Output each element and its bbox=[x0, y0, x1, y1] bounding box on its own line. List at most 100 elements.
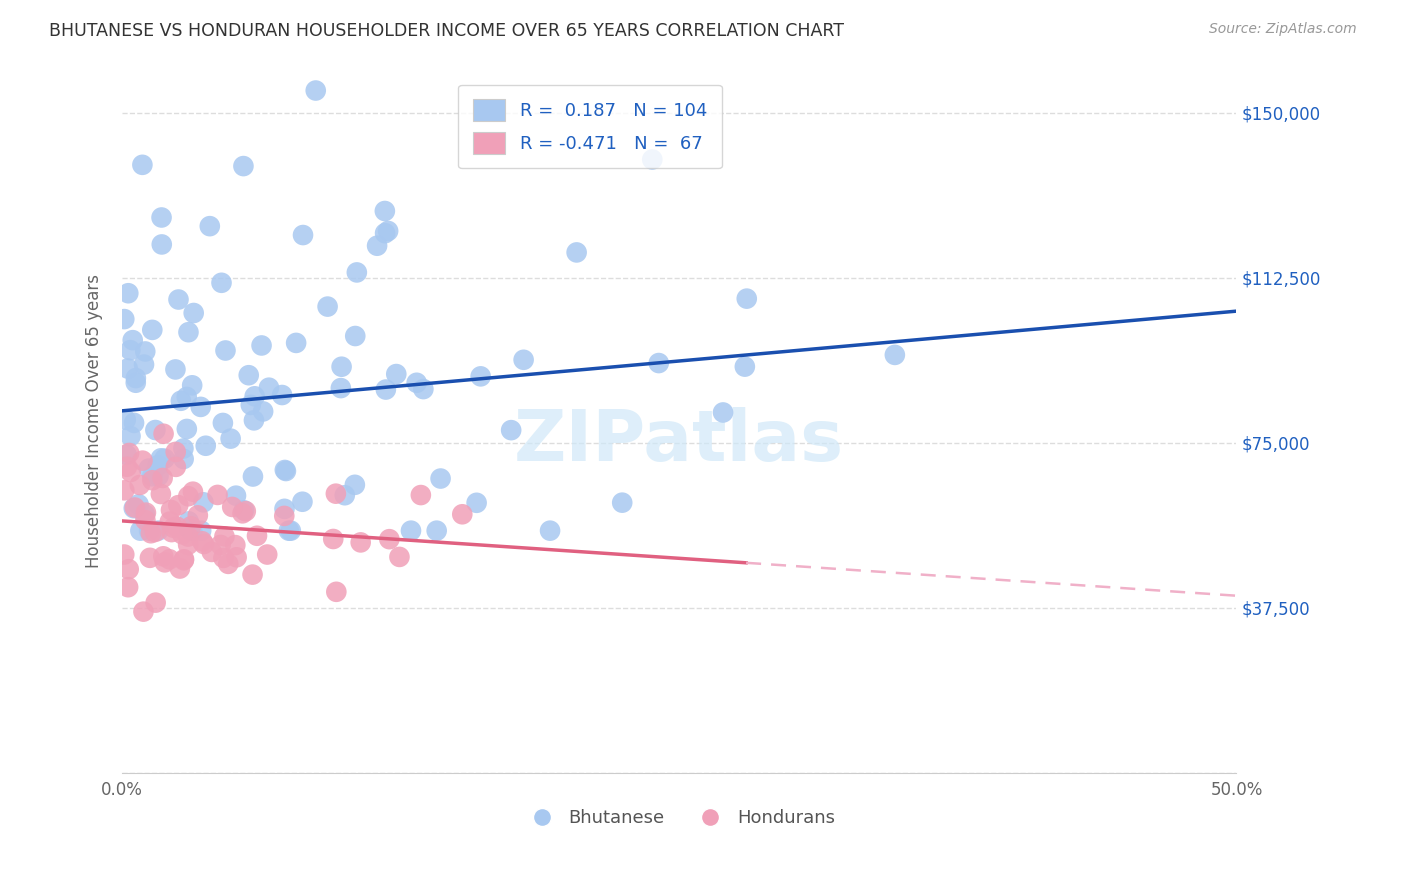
Point bbox=[426, 524, 449, 538]
Point bbox=[212, 550, 235, 565]
Point bbox=[242, 567, 264, 582]
Point bbox=[388, 549, 411, 564]
Point bbox=[344, 329, 367, 343]
Point bbox=[169, 561, 191, 575]
Point bbox=[117, 286, 139, 301]
Point bbox=[134, 507, 156, 521]
Point bbox=[465, 496, 488, 510]
Point bbox=[224, 538, 246, 552]
Point bbox=[190, 524, 212, 538]
Point bbox=[173, 552, 195, 566]
Point bbox=[412, 382, 434, 396]
Point bbox=[350, 535, 373, 549]
Text: Source: ZipAtlas.com: Source: ZipAtlas.com bbox=[1209, 22, 1357, 37]
Point bbox=[217, 557, 239, 571]
Point bbox=[201, 545, 224, 559]
Point bbox=[134, 344, 156, 359]
Point bbox=[711, 405, 734, 419]
Point bbox=[211, 276, 233, 290]
Point bbox=[235, 504, 257, 518]
Point bbox=[374, 226, 396, 240]
Point bbox=[143, 524, 166, 539]
Point bbox=[145, 423, 167, 437]
Point bbox=[149, 487, 172, 501]
Point bbox=[139, 526, 162, 541]
Point bbox=[153, 555, 176, 569]
Point bbox=[122, 416, 145, 430]
Point bbox=[735, 292, 758, 306]
Point bbox=[271, 388, 294, 402]
Point bbox=[152, 549, 174, 564]
Point bbox=[117, 580, 139, 594]
Point bbox=[209, 538, 232, 552]
Point bbox=[162, 521, 184, 535]
Point bbox=[173, 553, 195, 567]
Point bbox=[141, 323, 163, 337]
Point bbox=[377, 224, 399, 238]
Point bbox=[150, 211, 173, 225]
Point bbox=[193, 495, 215, 509]
Point bbox=[399, 524, 422, 538]
Point bbox=[451, 508, 474, 522]
Point bbox=[139, 550, 162, 565]
Point bbox=[538, 524, 561, 538]
Point bbox=[243, 413, 266, 427]
Point bbox=[117, 361, 139, 376]
Point bbox=[148, 469, 170, 483]
Point bbox=[277, 524, 299, 538]
Point bbox=[212, 416, 235, 430]
Point bbox=[112, 548, 135, 562]
Point bbox=[333, 488, 356, 502]
Point bbox=[177, 489, 200, 503]
Point bbox=[214, 343, 236, 358]
Point bbox=[112, 312, 135, 326]
Point bbox=[232, 159, 254, 173]
Point bbox=[243, 389, 266, 403]
Point bbox=[115, 448, 138, 462]
Point bbox=[219, 432, 242, 446]
Point bbox=[118, 446, 141, 460]
Point bbox=[883, 348, 905, 362]
Point bbox=[124, 500, 146, 515]
Point bbox=[648, 356, 671, 370]
Point bbox=[170, 393, 193, 408]
Point bbox=[181, 484, 204, 499]
Point bbox=[172, 442, 194, 456]
Point bbox=[121, 333, 143, 347]
Point bbox=[194, 439, 217, 453]
Point bbox=[322, 532, 344, 546]
Point bbox=[179, 522, 201, 536]
Point bbox=[134, 513, 156, 527]
Text: ZIPatlas: ZIPatlas bbox=[515, 408, 845, 476]
Point bbox=[112, 483, 135, 498]
Point bbox=[177, 529, 200, 543]
Legend: Bhutanese, Hondurans: Bhutanese, Hondurans bbox=[516, 802, 842, 834]
Point bbox=[177, 325, 200, 339]
Point bbox=[374, 383, 396, 397]
Point bbox=[129, 524, 152, 538]
Point bbox=[177, 538, 200, 552]
Point bbox=[131, 158, 153, 172]
Point bbox=[325, 584, 347, 599]
Point bbox=[280, 524, 302, 538]
Point bbox=[173, 452, 195, 467]
Point bbox=[273, 501, 295, 516]
Text: BHUTANESE VS HONDURAN HOUSEHOLDER INCOME OVER 65 YEARS CORRELATION CHART: BHUTANESE VS HONDURAN HOUSEHOLDER INCOME… bbox=[49, 22, 844, 40]
Point bbox=[118, 562, 141, 576]
Point bbox=[470, 369, 492, 384]
Point bbox=[114, 413, 136, 427]
Point bbox=[385, 367, 408, 381]
Point bbox=[291, 494, 314, 508]
Point bbox=[409, 488, 432, 502]
Point bbox=[190, 400, 212, 414]
Point bbox=[330, 359, 353, 374]
Point bbox=[152, 471, 174, 485]
Point bbox=[160, 525, 183, 540]
Point bbox=[252, 404, 274, 418]
Point bbox=[177, 515, 200, 529]
Point bbox=[305, 83, 328, 97]
Point bbox=[152, 426, 174, 441]
Point bbox=[429, 471, 451, 485]
Point bbox=[132, 358, 155, 372]
Point bbox=[374, 204, 396, 219]
